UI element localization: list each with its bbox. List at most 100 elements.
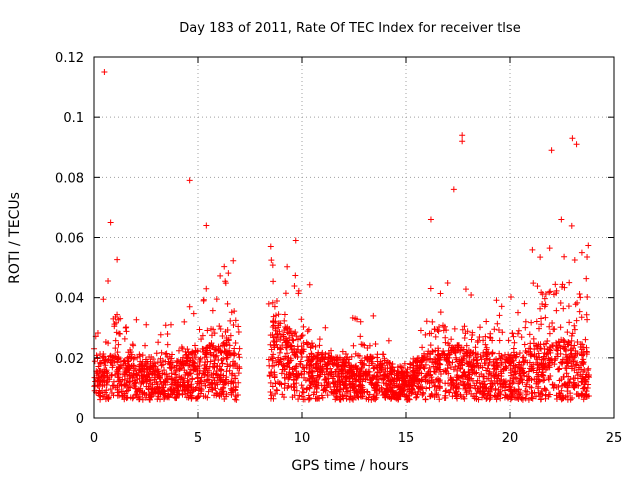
data-point (123, 388, 130, 395)
data-point (366, 371, 373, 378)
data-point (225, 352, 231, 359)
data-point (458, 344, 465, 351)
data-point (191, 360, 198, 367)
chart-title: Day 183 of 2011, Rate Of TEC Index for r… (179, 21, 520, 36)
data-point (314, 368, 321, 375)
data-point (214, 390, 221, 397)
data-point (491, 365, 498, 372)
data-point (475, 385, 482, 392)
data-point (332, 368, 339, 375)
data-point (561, 253, 568, 260)
data-point (474, 339, 481, 346)
data-point (374, 351, 381, 358)
data-point (114, 386, 121, 393)
data-point (230, 389, 237, 396)
data-point (502, 384, 509, 391)
data-point (443, 387, 450, 394)
data-point (536, 325, 543, 332)
data-point (578, 314, 585, 321)
data-point (294, 336, 301, 343)
data-point (454, 395, 461, 402)
data-point (204, 369, 211, 376)
data-point (319, 394, 326, 401)
data-point (355, 376, 362, 383)
data-point (397, 393, 404, 400)
data-point (268, 257, 275, 264)
x-tick-label: 25 (606, 431, 623, 446)
data-point (305, 326, 312, 333)
data-point (291, 330, 298, 337)
data-point (347, 367, 354, 374)
data-point (526, 331, 533, 338)
data-point (371, 365, 378, 372)
data-point (158, 380, 165, 387)
data-point (222, 380, 229, 387)
data-point (139, 352, 146, 359)
data-point (538, 362, 545, 369)
data-point (568, 332, 575, 339)
data-point (217, 272, 224, 279)
data-point (408, 379, 415, 386)
data-point (200, 297, 207, 304)
data-point (304, 328, 311, 335)
data-point (189, 388, 196, 395)
data-point (121, 335, 128, 342)
data-point (364, 344, 371, 351)
data-point (410, 364, 417, 371)
data-point (487, 330, 494, 337)
data-point (166, 364, 173, 371)
data-point (441, 323, 448, 330)
data-point (101, 359, 108, 366)
data-point (568, 350, 575, 357)
data-point (427, 216, 434, 223)
data-point (208, 325, 215, 332)
data-point (289, 394, 296, 401)
data-point (519, 396, 526, 403)
data-point (203, 345, 210, 352)
data-point (192, 348, 199, 355)
data-point (357, 370, 364, 377)
data-point (268, 353, 275, 360)
data-point (514, 330, 521, 337)
data-point (564, 329, 571, 336)
data-point (101, 381, 108, 388)
x-tick-label: 0 (90, 431, 98, 446)
data-point (360, 375, 367, 382)
data-point (465, 379, 472, 386)
data-point (437, 290, 444, 297)
data-point (509, 330, 516, 337)
data-point (534, 364, 541, 371)
data-point (571, 257, 578, 264)
data-point (410, 359, 417, 366)
data-point (142, 342, 149, 349)
data-point (530, 367, 537, 374)
data-point (348, 372, 355, 379)
data-point (566, 354, 573, 361)
data-point (213, 296, 220, 303)
data-point (212, 385, 219, 392)
data-point (115, 341, 122, 348)
data-point (176, 373, 183, 380)
data-point (537, 254, 544, 261)
data-point (116, 377, 123, 384)
data-point (158, 362, 165, 369)
data-point (91, 382, 98, 389)
data-point (369, 360, 376, 367)
data-point (298, 370, 305, 377)
data-point (149, 370, 156, 377)
data-point (515, 395, 522, 402)
data-point (125, 358, 132, 365)
data-point (342, 374, 349, 381)
data-point (580, 368, 587, 375)
data-point (191, 365, 198, 372)
data-point (134, 394, 141, 401)
data-point (560, 373, 567, 380)
data-point (559, 382, 566, 389)
data-point (431, 368, 438, 375)
data-point (432, 333, 439, 340)
data-point (327, 354, 334, 361)
data-point (344, 388, 351, 395)
data-point (122, 382, 129, 389)
data-point (469, 329, 476, 336)
data-point (347, 387, 354, 394)
